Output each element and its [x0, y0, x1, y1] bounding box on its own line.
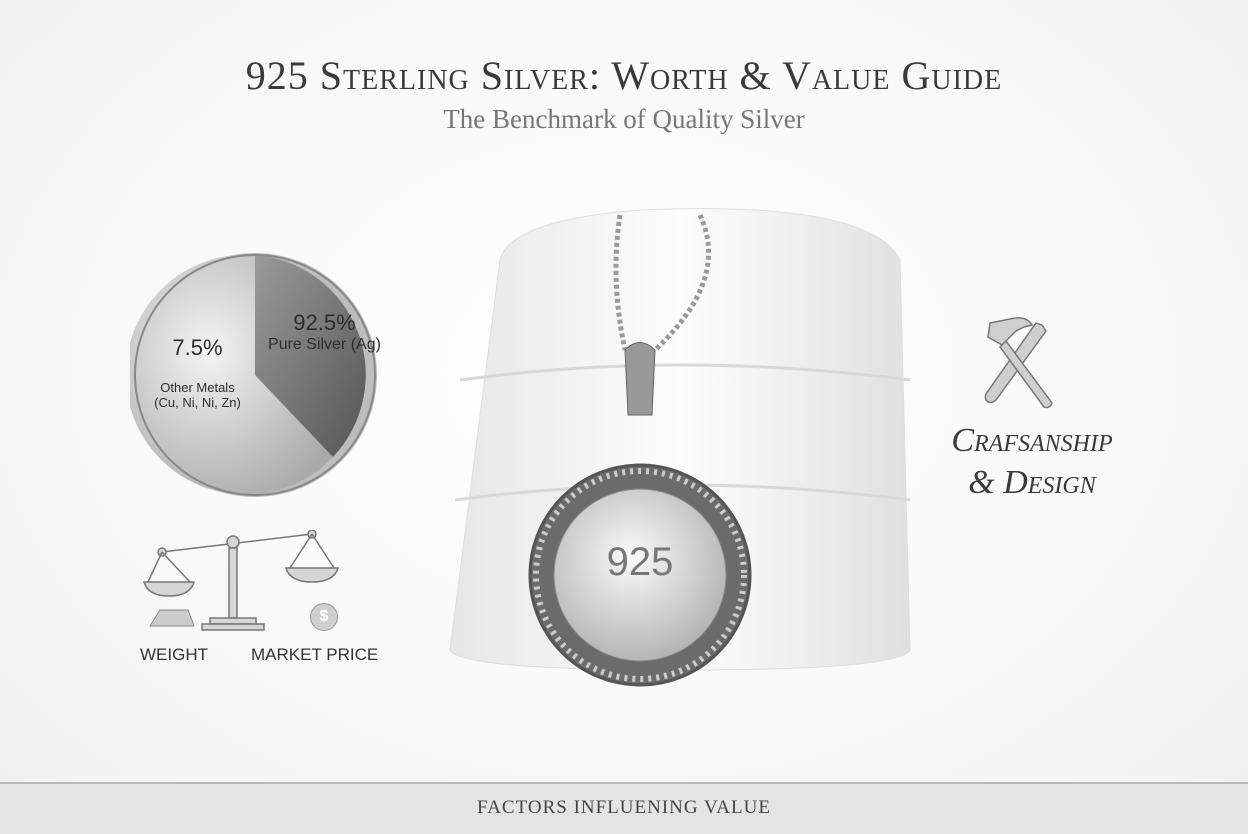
- pendant-stamp: 925: [606, 540, 674, 584]
- footer-label: FACTORS INFLUENING VALUE: [477, 797, 771, 818]
- other-metals-percent: 7.5%: [172, 335, 223, 360]
- balance-scale-icon: $: [140, 529, 380, 640]
- composition-pie-chart: 92.5% Pure Silver (Ag) 7.5% Other Metals…: [125, 250, 381, 500]
- pie-slice-other-metals: [125, 254, 333, 495]
- hammer-screwdriver-icon: [980, 315, 1060, 410]
- market-price-label: MARKET PRICE: [251, 645, 379, 664]
- dollar-coin-icon: $: [310, 603, 338, 631]
- pendant-on-cushion-image: 925: [440, 200, 920, 740]
- weight-label: WEIGHT: [140, 645, 208, 664]
- craftsmanship-heading-line2: & Design: [968, 464, 1096, 501]
- silver-bar-icon: [149, 609, 195, 627]
- page-title: 925 Sterling Silver: Worth & Value Guide: [245, 53, 1003, 98]
- footer-bar: FACTORS INFLUENING VALUE: [0, 782, 1248, 834]
- pure-silver-label: Pure Silver (Ag): [268, 336, 381, 353]
- craftsmanship-heading-line1: Crafsanship: [951, 422, 1113, 459]
- other-metals-sublabel: (Cu, Ni, Ni, Zn): [154, 395, 241, 410]
- other-metals-label: Other Metals: [160, 380, 235, 395]
- pie-slice-pure-silver: [255, 255, 366, 457]
- page-subtitle: The Benchmark of Quality Silver: [443, 104, 805, 134]
- pure-silver-percent: 92.5%: [293, 310, 356, 335]
